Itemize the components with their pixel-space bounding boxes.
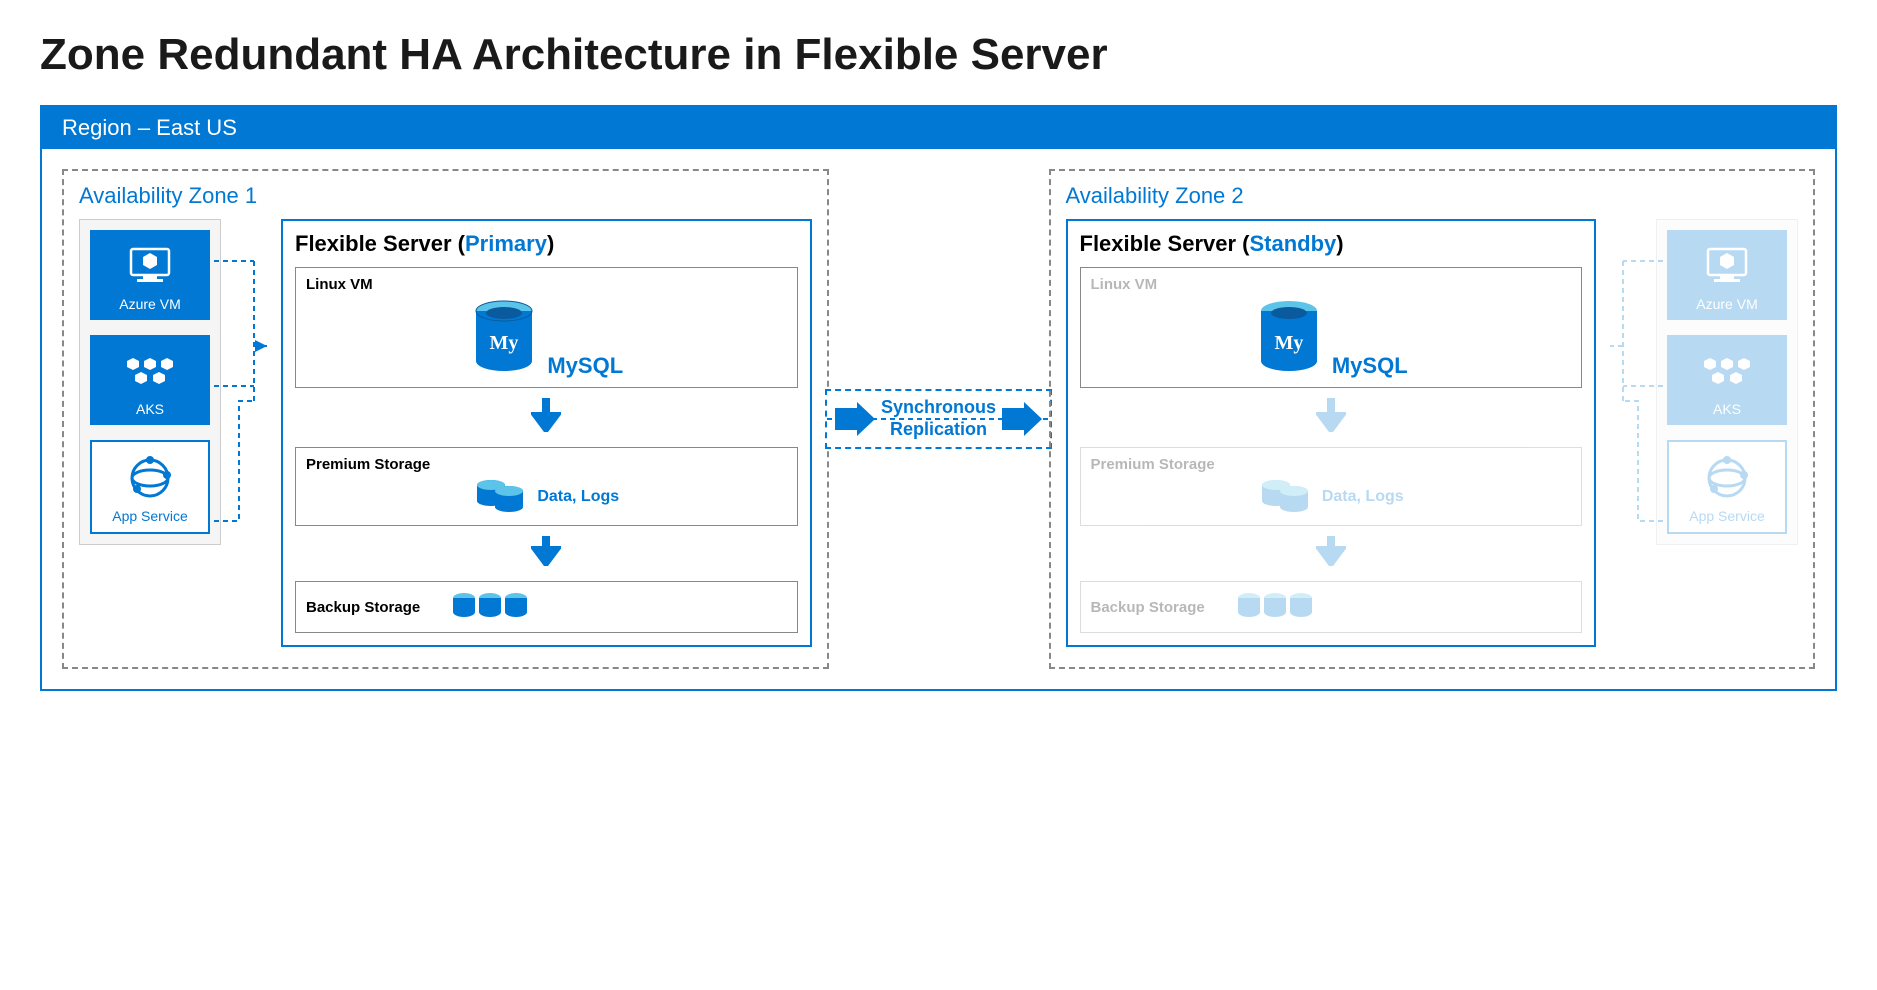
primary-backup-storage-box: Backup Storage: [295, 581, 798, 633]
standby-premium-label: Premium Storage: [1091, 456, 1572, 473]
standby-arrow-vm-to-storage: [1080, 398, 1583, 437]
availability-zone-1: Availability Zone 1 Azure VM AKS: [62, 169, 829, 669]
primary-mysql-label: MySQL: [547, 353, 623, 379]
replication-arrow-left-icon: [835, 402, 875, 436]
zone2-app-service-tile: App Service: [1667, 440, 1787, 534]
zone2-app-service-label: App Service: [1675, 508, 1779, 524]
standby-backup-storage-box: Backup Storage: [1080, 581, 1583, 633]
mysql-icon: My: [469, 299, 539, 379]
standby-mysql-label: MySQL: [1332, 353, 1408, 379]
region-body: Availability Zone 1 Azure VM AKS: [42, 149, 1835, 689]
zone1-services-column: Azure VM AKS App Service: [79, 219, 221, 545]
app-service-icon: [98, 454, 202, 502]
standby-datalogs-label: Data, Logs: [1322, 488, 1404, 506]
primary-datalogs-label: Data, Logs: [537, 488, 619, 506]
standby-storage-disks-icon: [1258, 477, 1312, 517]
flex-primary-title: Flexible Server (Primary): [295, 231, 798, 257]
zone2-app-service-icon: [1675, 454, 1779, 502]
arrow-storage-to-backup: [295, 536, 798, 571]
standby-linux-vm-box: Linux VM My MySQL: [1080, 267, 1583, 388]
zone2-azure-vm-label: Azure VM: [1673, 296, 1781, 312]
zone2-azure-vm-icon: [1673, 242, 1781, 290]
primary-linux-vm-box: Linux VM My MySQL: [295, 267, 798, 388]
region-header: Region – East US: [42, 107, 1835, 149]
primary-backup-label: Backup Storage: [306, 599, 420, 616]
replication-arrow-right-icon: [1002, 402, 1042, 436]
flexible-server-primary: Flexible Server (Primary) Linux VM My My…: [281, 219, 812, 647]
replication-box: SynchronousReplication: [825, 389, 1052, 448]
region-container: Region – East US Availability Zone 1 Azu…: [40, 105, 1837, 691]
zone2-aks-label: AKS: [1673, 401, 1781, 417]
page-title: Zone Redundant HA Architecture in Flexib…: [40, 30, 1837, 80]
app-service-tile: App Service: [90, 440, 210, 534]
svg-text:My: My: [1274, 332, 1303, 354]
svg-text:My: My: [490, 332, 519, 354]
standby-backup-label: Backup Storage: [1091, 599, 1205, 616]
backup-disks-icon: [450, 590, 530, 624]
aks-tile: AKS: [90, 335, 210, 425]
primary-premium-storage-box: Premium Storage Data, Logs: [295, 447, 798, 526]
flex-standby-title: Flexible Server (Standby): [1080, 231, 1583, 257]
replication-label: SynchronousReplication: [881, 397, 996, 440]
storage-disks-icon: [473, 477, 527, 517]
primary-linuxvm-label: Linux VM: [306, 276, 787, 293]
standby-backup-disks-icon: [1235, 590, 1315, 624]
azure-vm-icon: [96, 242, 204, 290]
standby-premium-storage-box: Premium Storage Data, Logs: [1080, 447, 1583, 526]
zone2-aks-tile: AKS: [1667, 335, 1787, 425]
azure-vm-tile: Azure VM: [90, 230, 210, 320]
availability-zone-2: Availability Zone 2 Azure VM AKS: [1049, 169, 1816, 669]
flexible-server-standby: Flexible Server (Standby) Linux VM My My…: [1066, 219, 1597, 647]
app-service-label: App Service: [98, 508, 202, 524]
zone2-services-column: Azure VM AKS App Service: [1656, 219, 1798, 545]
aks-label: AKS: [96, 401, 204, 417]
arrow-vm-to-storage: [295, 398, 798, 437]
zone2-label: Availability Zone 2: [1066, 183, 1799, 209]
replication-section: SynchronousReplication: [829, 169, 1049, 669]
primary-premium-label: Premium Storage: [306, 456, 787, 473]
azure-vm-label: Azure VM: [96, 296, 204, 312]
zone2-azure-vm-tile: Azure VM: [1667, 230, 1787, 320]
standby-mysql-icon: My: [1254, 299, 1324, 379]
zone1-label: Availability Zone 1: [79, 183, 812, 209]
aks-icon: [96, 347, 204, 395]
standby-linuxvm-label: Linux VM: [1091, 276, 1572, 293]
zone2-aks-icon: [1673, 347, 1781, 395]
standby-arrow-storage-to-backup: [1080, 536, 1583, 571]
